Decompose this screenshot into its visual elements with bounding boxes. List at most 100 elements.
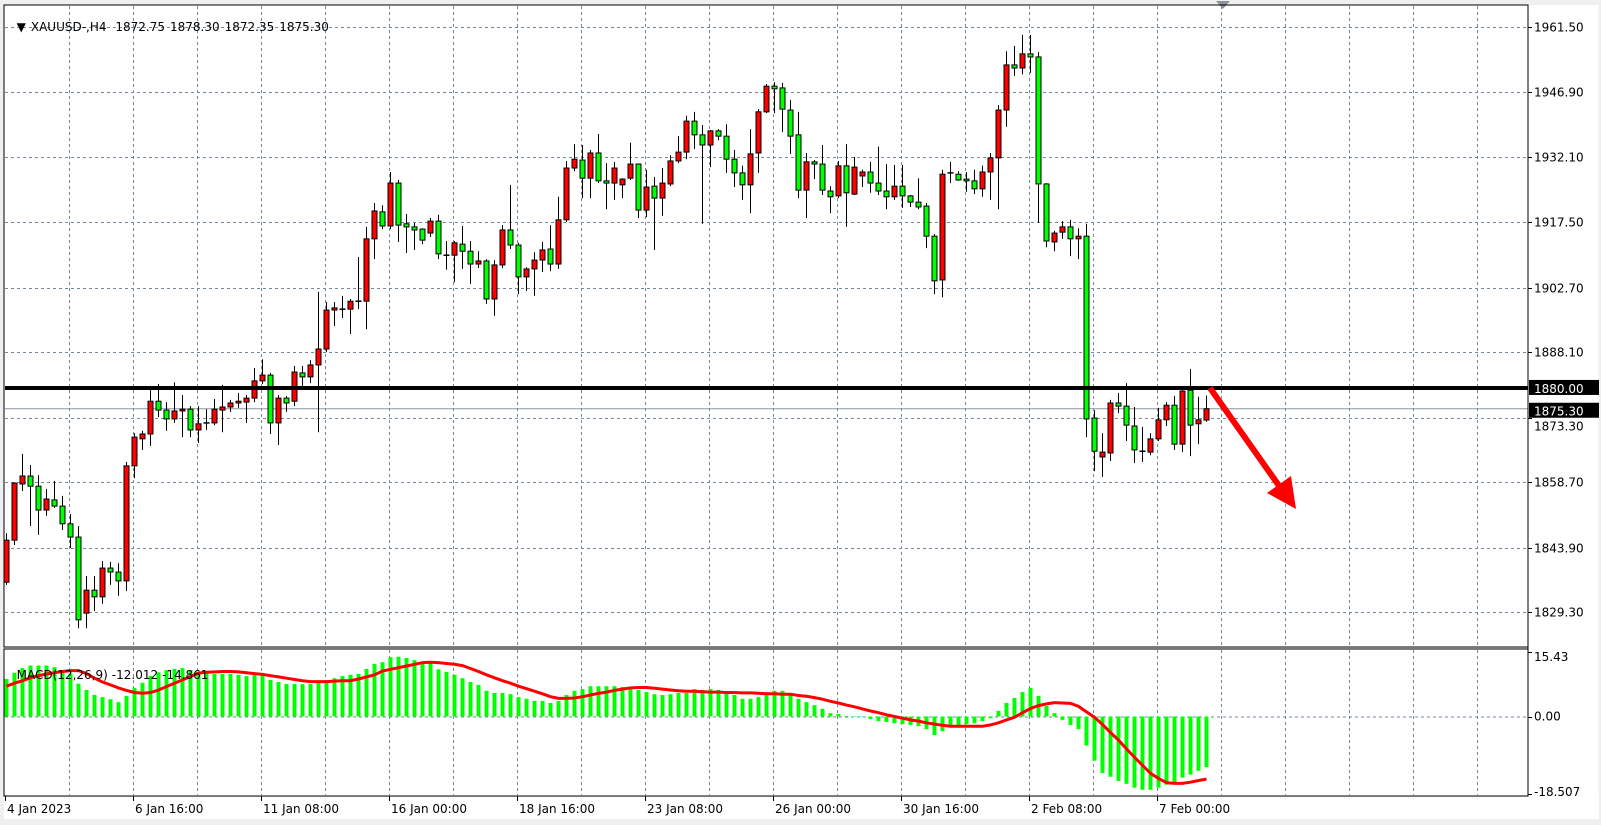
macd-histogram-bar	[1204, 716, 1209, 768]
price-axis-label: 1932.10	[1534, 151, 1584, 165]
macd-histogram-bar	[748, 698, 753, 717]
macd-histogram-bar	[220, 673, 225, 717]
candle	[787, 99, 794, 154]
candle	[811, 160, 818, 180]
candle	[195, 406, 202, 443]
candle-body-bearish	[115, 571, 122, 582]
candle-body-bearish	[963, 178, 970, 182]
candle-body-bullish	[763, 85, 770, 113]
candle	[363, 226, 370, 330]
macd-histogram-bar	[948, 716, 953, 727]
candle-body-bullish	[315, 348, 322, 366]
candle	[307, 360, 314, 384]
candle	[467, 241, 474, 284]
candle-body-bearish	[827, 190, 834, 198]
candle	[771, 82, 778, 114]
macd-histogram-bar	[28, 665, 33, 717]
candle	[147, 390, 154, 446]
candle-body-bullish	[1059, 226, 1066, 233]
macd-histogram-bar	[692, 689, 697, 717]
candle-body-bullish	[859, 171, 866, 177]
candle	[1059, 221, 1066, 239]
candle-body-bearish	[1131, 425, 1138, 451]
macd-histogram-bar	[788, 695, 793, 717]
candle	[1003, 51, 1010, 127]
price-axis-label: 1843.90	[1534, 542, 1584, 556]
candle	[1187, 368, 1194, 457]
candle-body-bearish	[1187, 389, 1194, 426]
price-axis-label: 1888.10	[1534, 346, 1584, 360]
candle	[315, 291, 322, 433]
candle	[1155, 407, 1162, 442]
candle	[619, 178, 626, 199]
candle-body-bullish	[611, 167, 618, 184]
candle	[379, 205, 386, 230]
candle-body-bearish	[651, 185, 658, 199]
candle	[691, 111, 698, 149]
macd-histogram-bar	[508, 694, 513, 717]
candle-body-bullish	[43, 498, 50, 511]
candle-body-bearish	[635, 163, 642, 211]
candle	[1115, 392, 1122, 414]
price-axis-label: 1917.50	[1534, 216, 1584, 230]
macd-histogram-bar	[436, 669, 441, 717]
candle-body-bearish	[931, 235, 938, 282]
candle	[899, 164, 906, 208]
macd-histogram-bar	[828, 713, 833, 717]
macd-histogram-bar	[884, 716, 889, 722]
candle-body-bearish	[75, 536, 82, 621]
candle-body-bearish	[459, 243, 466, 252]
macd-histogram-bar	[876, 716, 881, 722]
candle	[891, 164, 898, 200]
candle-body-bearish	[739, 172, 746, 186]
macd-histogram-bar	[268, 679, 273, 717]
macd-histogram-bar	[196, 671, 201, 717]
candle-body-bullish	[987, 157, 994, 173]
time-axis-label: 18 Jan 16:00	[519, 802, 595, 816]
macd-histogram-bar	[124, 695, 129, 717]
macd-histogram-bar	[1044, 705, 1049, 717]
macd-histogram-bar	[236, 674, 241, 717]
macd-histogram-bar	[300, 684, 305, 717]
chart-menu-triangle-icon[interactable]: ▼	[16, 20, 26, 34]
macd-histogram-bar	[1148, 716, 1153, 790]
candle	[427, 218, 434, 238]
candle-body-bullish	[499, 229, 506, 266]
candle	[1091, 410, 1098, 472]
candle-body-bullish	[619, 178, 626, 186]
candle	[595, 133, 602, 184]
macd-histogram-bar	[956, 716, 961, 727]
time-axis-label: 7 Feb 00:00	[1159, 802, 1230, 816]
macd-signal-value: -14.861	[162, 668, 209, 682]
candle	[1139, 426, 1146, 462]
candle	[675, 136, 682, 164]
macd-histogram-bar	[772, 690, 777, 717]
candle-body-bearish	[579, 159, 586, 179]
candle	[1195, 396, 1202, 445]
annotation-arrow-head-icon[interactable]	[1267, 476, 1296, 509]
candle	[979, 165, 986, 197]
candle-body-bullish	[83, 589, 90, 614]
annotation-arrow-shaft[interactable]	[1207, 386, 1285, 492]
candle-body-bullish	[571, 158, 578, 169]
macd-histogram-bar	[660, 695, 665, 717]
candle-body-bearish	[1083, 235, 1090, 420]
candle-body-bearish	[403, 223, 410, 228]
candle-body-bearish	[595, 152, 602, 182]
macd-histogram-bar	[476, 684, 481, 717]
candle	[963, 172, 970, 192]
candle-body-bullish	[387, 182, 394, 227]
candle	[995, 105, 1002, 210]
price-axis-label: 1902.70	[1534, 282, 1584, 296]
candle-body-bearish	[771, 85, 778, 90]
candle	[243, 395, 250, 423]
macd-histogram-bar	[516, 697, 521, 717]
macd-axis-label: 0.00	[1534, 710, 1561, 724]
candle-body-bearish	[819, 163, 826, 191]
candle	[827, 186, 834, 214]
candle	[627, 142, 634, 180]
candle-body-bullish	[995, 109, 1002, 159]
candle-body-bullish	[123, 465, 130, 582]
candle-body-bearish	[107, 567, 114, 573]
